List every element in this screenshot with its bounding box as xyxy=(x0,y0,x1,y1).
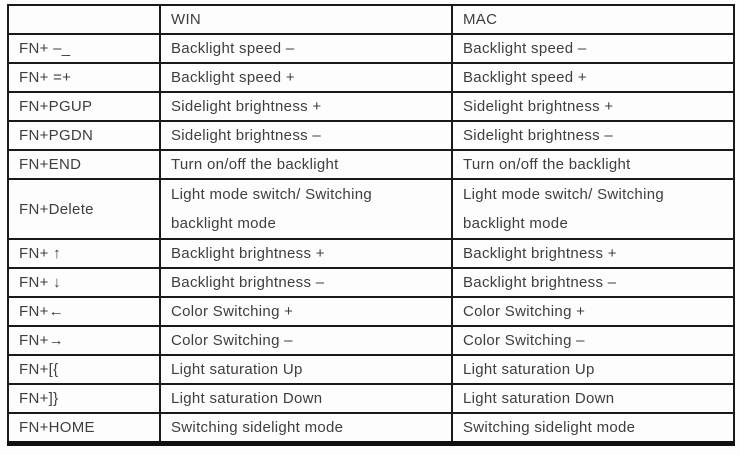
table-row: FN+ ↓ Backlight brightness – Backlight b… xyxy=(7,267,735,298)
mac-cell: Light saturation Up xyxy=(451,354,735,385)
fn-shortcut-table: WIN MAC FN+ –_ Backlight speed – Backlig… xyxy=(7,4,735,446)
key-cell: FN+→ xyxy=(7,325,161,356)
key-cell: FN+PGDN xyxy=(7,120,161,151)
column-header-mac: MAC xyxy=(451,4,735,35)
table-row: FN+ ↑ Backlight brightness + Backlight b… xyxy=(7,238,735,269)
win-cell: Turn on/off the backlight xyxy=(159,149,453,180)
mac-cell-line-1: Light mode switch/ Switching xyxy=(463,186,664,203)
win-cell: Light saturation Up xyxy=(159,354,453,385)
mac-cell: Switching sidelight mode xyxy=(451,412,735,445)
key-cell: FN+ ↓ xyxy=(7,267,161,298)
table-row: FN+→ Color Switching – Color Switching – xyxy=(7,325,735,356)
key-cell: FN+]} xyxy=(7,383,161,414)
mac-cell: Color Switching + xyxy=(451,296,735,327)
table-row: FN+← Color Switching + Color Switching + xyxy=(7,296,735,327)
mac-cell: Turn on/off the backlight xyxy=(451,149,735,180)
key-cell: FN+Delete xyxy=(7,178,161,240)
key-cell: FN+ –_ xyxy=(7,33,161,64)
table-row: FN+]} Light saturation Down Light satura… xyxy=(7,383,735,414)
table-row: FN+HOME Switching sidelight mode Switchi… xyxy=(7,412,735,445)
mac-cell: Backlight speed – xyxy=(451,33,735,64)
table-header-row: WIN MAC xyxy=(7,4,735,35)
mac-cell: Sidelight brightness – xyxy=(451,120,735,151)
key-cell: FN+[{ xyxy=(7,354,161,385)
win-cell: Light mode switch/ Switching backlight m… xyxy=(159,178,453,240)
table-row: FN+[{ Light saturation Up Light saturati… xyxy=(7,354,735,385)
key-cell: FN+END xyxy=(7,149,161,180)
table-row: FN+PGDN Sidelight brightness – Sidelight… xyxy=(7,120,735,151)
table-row: FN+PGUP Sidelight brightness + Sidelight… xyxy=(7,91,735,122)
win-cell: Color Switching – xyxy=(159,325,453,356)
mac-cell: Backlight brightness – xyxy=(451,267,735,298)
win-cell: Backlight speed – xyxy=(159,33,453,64)
mac-cell-line-2: backlight mode xyxy=(463,215,569,232)
win-cell: Color Switching + xyxy=(159,296,453,327)
win-cell: Light saturation Down xyxy=(159,383,453,414)
table-row: FN+ –_ Backlight speed – Backlight speed… xyxy=(7,33,735,64)
win-cell: Backlight brightness + xyxy=(159,238,453,269)
win-cell-line-2: backlight mode xyxy=(171,215,277,232)
key-cell: FN+ ↑ xyxy=(7,238,161,269)
win-cell-line-1: Light mode switch/ Switching xyxy=(171,186,372,203)
win-cell: Sidelight brightness – xyxy=(159,120,453,151)
key-cell: FN+ =+ xyxy=(7,62,161,93)
win-cell: Backlight speed + xyxy=(159,62,453,93)
win-cell: Backlight brightness – xyxy=(159,267,453,298)
mac-cell: Sidelight brightness + xyxy=(451,91,735,122)
mac-cell: Light mode switch/ Switching backlight m… xyxy=(451,178,735,240)
column-header-key xyxy=(7,4,161,35)
win-cell: Sidelight brightness + xyxy=(159,91,453,122)
key-cell: FN+HOME xyxy=(7,412,161,445)
column-header-win: WIN xyxy=(159,4,453,35)
key-cell: FN+← xyxy=(7,296,161,327)
win-cell: Switching sidelight mode xyxy=(159,412,453,445)
table-row: FN+END Turn on/off the backlight Turn on… xyxy=(7,149,735,180)
table-row: FN+ =+ Backlight speed + Backlight speed… xyxy=(7,62,735,93)
mac-cell: Backlight brightness + xyxy=(451,238,735,269)
key-cell: FN+PGUP xyxy=(7,91,161,122)
mac-cell: Light saturation Down xyxy=(451,383,735,414)
table-row: FN+Delete Light mode switch/ Switching b… xyxy=(7,178,735,240)
mac-cell: Color Switching – xyxy=(451,325,735,356)
mac-cell: Backlight speed + xyxy=(451,62,735,93)
